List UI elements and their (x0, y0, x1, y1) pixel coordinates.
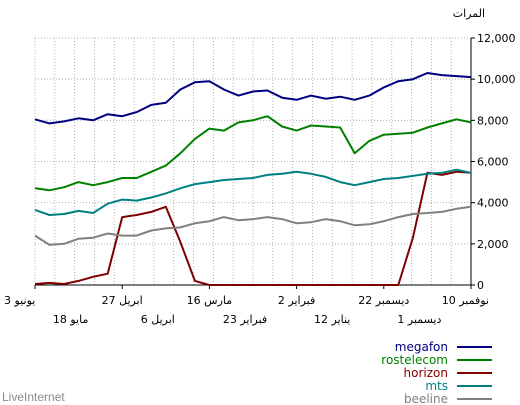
y-tick-label: 6,000 (477, 156, 509, 169)
series-lines (34, 72, 472, 286)
y-tick-label: 0 (477, 279, 484, 292)
legend-label-rostelecom: rostelecom (381, 353, 448, 367)
x-tick-label-lower: 1 ديسمبر (397, 313, 441, 326)
x-tick-labels: 10 نوفمبر 22 ديسمبر 2 فبراير 16 مارس 27 ابري… (4, 294, 489, 326)
y-tick-label: 12,000 (477, 32, 516, 45)
y-tick-label: 8,000 (477, 114, 509, 127)
series-line-rostelecom (34, 115, 472, 192)
brand-label: LiveInternet (2, 390, 65, 404)
legend-label-megafon: megafon (395, 340, 448, 354)
x-tick-label-lower: 12 يناير (314, 313, 350, 326)
grid (34, 37, 472, 285)
y-tick-label: 4,000 (477, 197, 509, 210)
x-tick-label-lower: 6 ابريل (141, 313, 175, 326)
legend-label-mts: mts (425, 379, 448, 393)
y-tick-label: 10,000 (477, 73, 516, 86)
x-tick-label: 22 ديسمبر (358, 294, 409, 307)
y-tick-labels: 12,000 10,000 8,000 6,000 4,000 2,000 0 (477, 32, 516, 292)
legend-label-horizon: horizon (404, 366, 448, 380)
legend-label-beeline: beeline (404, 392, 448, 405)
x-tick-label: 2 فبراير (278, 294, 315, 307)
x-tick-label: 3 يونيو (4, 294, 35, 307)
y-tick-label: 2,000 (477, 238, 509, 251)
x-tick-label: 27 ابريل (102, 294, 143, 307)
x-tick-label: 10 نوفمبر (442, 294, 489, 307)
x-tick-label-lower: 23 فبراير (223, 313, 267, 326)
y-axis-title: المرات (453, 7, 485, 20)
x-tick-label-lower: 18 مايو (53, 313, 89, 326)
series-line-mts (34, 168, 472, 216)
series-line-horizon (34, 170, 472, 286)
series-line-beeline (34, 205, 472, 246)
series-line-megafon (34, 72, 472, 125)
x-tick-label: 16 مارس (187, 294, 233, 307)
